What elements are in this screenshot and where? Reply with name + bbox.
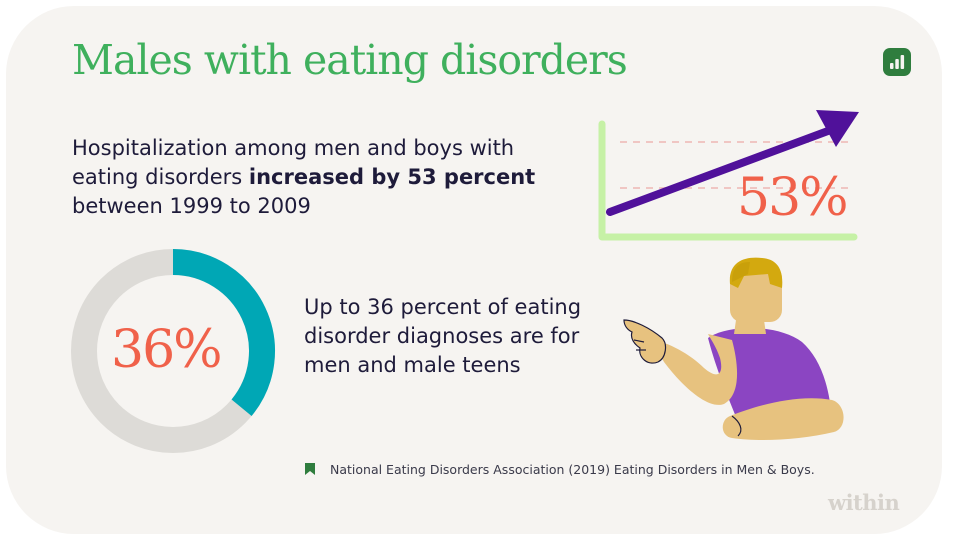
chart-app-icon <box>883 48 911 76</box>
trend-arrow-icon <box>598 110 859 241</box>
infographic-card: Males with eating disorders Hospitalizat… <box>6 6 942 534</box>
hospitalization-stat-highlight: increased by 53 percent <box>248 165 536 189</box>
diagnoses-donut-chart <box>71 249 275 453</box>
diagnoses-percent: 36% <box>111 320 223 380</box>
page-title: Males with eating disorders <box>72 36 628 84</box>
source-citation-text: National Eating Disorders Association (2… <box>330 462 815 477</box>
donut-arc-36-percent <box>172 249 275 417</box>
hospitalization-percent: 53% <box>737 168 849 228</box>
pointing-man-illustration <box>623 257 844 440</box>
hospitalization-stat-text: Hospitalization among men and boys with … <box>72 136 536 218</box>
brand-logo: within <box>828 490 900 515</box>
source-citation: National Eating Disorders Association (2… <box>304 462 815 477</box>
diagnoses-stat-text: Up to 36 percent of eating disorder diag… <box>304 295 582 377</box>
bookmark-icon <box>305 463 315 475</box>
